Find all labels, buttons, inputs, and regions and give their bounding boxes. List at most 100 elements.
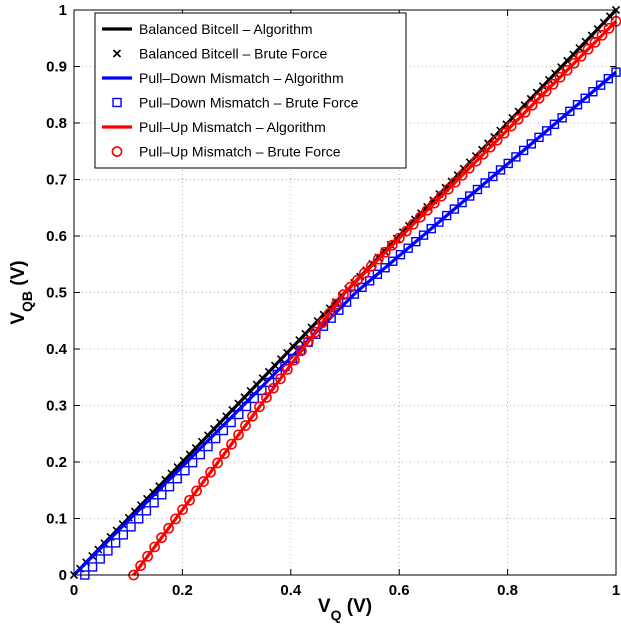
data-point: [103, 546, 113, 556]
data-point: [488, 171, 498, 182]
data-point: [596, 29, 608, 41]
data-point: [323, 307, 335, 319]
series-line: [72, 70, 618, 577]
legend-label: Balanced Bitcell – Algorithm: [139, 21, 313, 37]
data-point: [126, 522, 136, 532]
data-point: [249, 393, 259, 404]
data-point: [519, 106, 531, 118]
data-point: [156, 532, 167, 544]
data-point: [561, 64, 573, 76]
data-point: [180, 465, 190, 476]
data-point: [240, 420, 251, 431]
data-point: [505, 120, 517, 132]
data-point: [358, 267, 370, 279]
data-point: [554, 71, 566, 83]
data-point: [344, 281, 356, 293]
data-point: [456, 169, 468, 181]
data-point: [526, 99, 538, 111]
data-point: [264, 367, 273, 376]
data-point: [379, 246, 391, 258]
y-tick-label: 0.2: [46, 454, 67, 471]
data-point: [149, 498, 159, 508]
data-point: [441, 210, 452, 221]
data-point: [388, 256, 398, 266]
axis-label-unit: (V): [341, 596, 372, 617]
data-point: [198, 476, 209, 487]
data-point: [595, 80, 606, 90]
y-tick-label: 0.1: [46, 511, 67, 528]
data-point: [380, 263, 390, 273]
data-point: [588, 87, 598, 97]
data-point: [557, 63, 566, 72]
data-point: [246, 386, 255, 395]
data-point: [547, 78, 559, 90]
legend-label: Pull–Down Mismatch – Brute Force: [139, 95, 359, 111]
data-point: [532, 88, 541, 97]
axis-ticks: 0 0.2 0.4 0.6 0.8 1 0 0.1 0.2 0.3 0.4 0.5 0.6 0.7 0.8 0…: [46, 2, 620, 599]
data-point: [603, 22, 615, 34]
data-point: [268, 382, 279, 394]
data-point: [428, 197, 440, 209]
data-point: [302, 336, 314, 347]
data-point: [565, 106, 575, 116]
data-point: [95, 554, 105, 564]
data-point: [472, 184, 483, 195]
series-5: [128, 15, 621, 581]
data-point: [495, 165, 506, 175]
legend: Balanced Bitcell – Algorithm Balanced Bit…: [94, 12, 407, 169]
legend-marker-swatch: [112, 49, 122, 58]
data-point: [400, 225, 412, 237]
data-point: [544, 75, 554, 84]
data-point: [170, 513, 181, 525]
data-point: [538, 82, 547, 91]
legend-item: Balanced Bitcell – Brute Force: [112, 46, 328, 62]
data-point: [172, 474, 182, 484]
data-point: [330, 298, 342, 310]
data-point: [87, 562, 98, 572]
data-point: [589, 36, 601, 48]
plot-series: [69, 5, 621, 581]
data-point: [418, 230, 429, 240]
data-point: [241, 401, 252, 412]
data-point: [141, 506, 152, 516]
data-point: [357, 282, 367, 293]
data-point: [275, 373, 286, 385]
x-axis-label: VQ (V): [318, 596, 372, 623]
data-point: [364, 276, 375, 286]
data-point: [421, 204, 433, 216]
data-point: [435, 190, 447, 202]
x-tick-label: 0.6: [389, 582, 410, 599]
data-point: [557, 113, 567, 123]
data-point: [157, 490, 167, 500]
data-point: [580, 93, 590, 103]
data-point: [219, 448, 230, 459]
data-point: [533, 92, 545, 104]
data-point: [407, 218, 419, 230]
data-point: [247, 410, 258, 422]
legend-item: Pull–Up Mismatch – Algorithm: [102, 119, 326, 135]
data-point: [540, 85, 552, 97]
legend-box: [94, 12, 407, 169]
data-point: [282, 364, 293, 375]
data-point: [195, 449, 206, 460]
data-point: [582, 43, 594, 55]
legend-label: Pull–Up Mismatch – Algorithm: [139, 119, 326, 135]
data-point: [434, 217, 444, 227]
data-point: [233, 429, 244, 441]
y-tick-label: 0.6: [46, 228, 67, 245]
data-point: [442, 183, 454, 195]
y-tick-label: 0.5: [46, 285, 67, 302]
data-point: [296, 345, 307, 357]
data-point: [498, 127, 510, 139]
data-point: [403, 243, 413, 253]
data-point: [518, 145, 529, 156]
x-tick-label: 0.4: [280, 582, 302, 599]
data-point: [365, 260, 377, 272]
data-point: [512, 113, 524, 125]
y-axis-label: VQB (V): [8, 260, 35, 324]
y-tick-label: 0.9: [46, 59, 67, 76]
data-point: [134, 514, 144, 524]
data-point: [261, 392, 272, 403]
data-point: [212, 457, 223, 469]
